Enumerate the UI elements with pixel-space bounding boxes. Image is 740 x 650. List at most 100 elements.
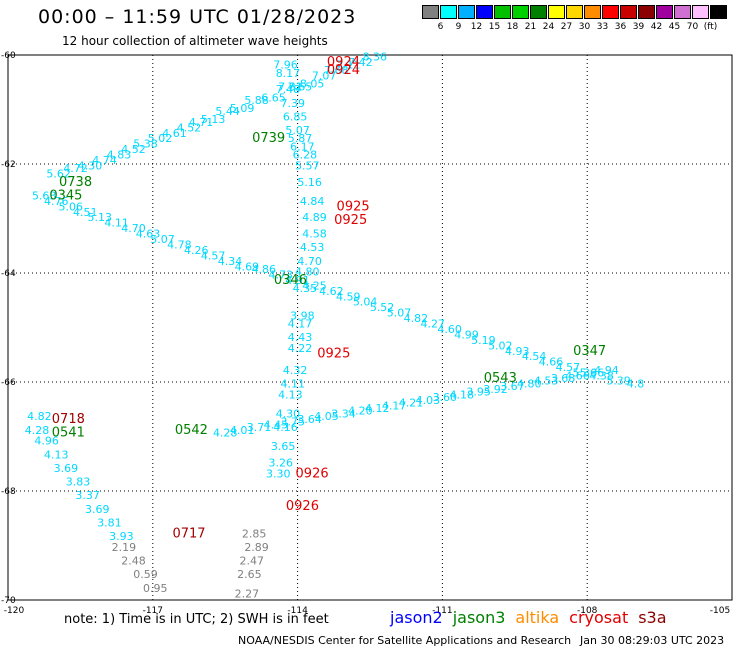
wave-height-label: 8.36	[363, 50, 388, 63]
wave-height-label: 4.45	[264, 418, 289, 431]
wave-height-label: 4.60	[437, 323, 462, 336]
wave-height-label: 5.07	[150, 233, 175, 246]
wave-height-label: 5.44	[215, 105, 240, 118]
wave-height-label: 4.52	[121, 143, 146, 156]
wave-height-label: 4.57	[201, 249, 226, 262]
wave-height-label: 3.26	[268, 456, 293, 469]
chart-subtitle: 12 hour collection of altimeter wave hei…	[62, 34, 328, 48]
pass-time-label: 0717	[172, 526, 205, 541]
wave-height-label: 3.98	[290, 309, 315, 322]
satellite-jason3: jason3	[452, 608, 506, 627]
legend-swatch	[638, 5, 655, 19]
wave-height-label: 3.30	[266, 467, 291, 480]
wave-height-label: 4.53	[300, 241, 325, 254]
wave-height-label: 4.99	[454, 328, 479, 341]
wave-height-label: 5.19	[471, 334, 496, 347]
y-tick-label: -64	[1, 269, 16, 279]
wave-height-label: 7.42	[348, 56, 373, 69]
wave-height-label: 5.62	[46, 168, 71, 181]
wave-height-label: 4.71	[189, 116, 214, 129]
wave-height-label: 3.69	[85, 503, 110, 516]
wave-height-label: 3.69	[54, 462, 79, 475]
wave-height-label: 2.47	[239, 555, 264, 568]
wave-height-label: 4.82	[27, 410, 52, 423]
x-tick-label: -120	[4, 606, 25, 616]
wave-height-label: 3.60	[433, 391, 458, 404]
wave-height-label: 5.09	[230, 102, 255, 115]
pass-time-label: 0924	[327, 55, 360, 70]
wave-height-label: 3.71	[247, 421, 272, 434]
legend-level-label: 12	[470, 22, 483, 32]
x-tick-label: -111	[432, 606, 452, 616]
pass-time-label: 0347	[573, 344, 606, 359]
wave-height-label: 3.83	[66, 476, 91, 489]
wave-height-label: 5.38	[133, 138, 158, 151]
wave-height-label: 8.17	[276, 67, 301, 80]
wave-height-label: 4.76	[44, 195, 69, 208]
wave-height-label: 2.65	[237, 568, 262, 581]
wave-height-label: 5.04	[353, 296, 378, 309]
legend-level-label: 45	[668, 22, 681, 32]
wave-height-label: 3.34	[331, 407, 356, 420]
legend-level-label: 27	[560, 22, 573, 32]
wave-height-label: 4.78	[167, 238, 192, 251]
legend-level-label: 36	[614, 22, 627, 32]
wave-height-label: 4.8	[627, 377, 645, 390]
pass-time-label: 0346	[274, 273, 307, 288]
wave-height-label: 4.22	[288, 342, 313, 355]
legend-level-label: 42	[650, 22, 663, 32]
wave-height-label: 4.59	[336, 290, 361, 303]
wave-height-label: 5.02	[488, 339, 513, 352]
legend-level-label: 33	[596, 22, 609, 32]
wave-height-label: 4.43	[288, 331, 313, 344]
legend-level-label: 70	[686, 22, 699, 32]
wave-height-label: 4.20	[348, 405, 373, 418]
map-frame	[7, 54, 733, 601]
legend-level-label: 30	[578, 22, 591, 32]
wave-height-label: 4.62	[319, 285, 344, 298]
satellite-legend: jason2 jason3 altika cryosat s3a	[390, 608, 677, 627]
x-tick-label: -114	[287, 606, 308, 616]
wave-height-label: 5.52	[370, 301, 395, 314]
wave-height-label: 4.73	[268, 268, 293, 281]
wave-height-label: 3.67	[500, 380, 525, 393]
satellite-s3a: s3a	[638, 608, 667, 627]
wave-height-label: 7.11	[336, 59, 361, 72]
wave-height-label: 5.87	[288, 132, 313, 145]
wave-height-label: 5.06	[58, 200, 83, 213]
wave-height-label: 4.80	[517, 377, 542, 390]
wave-height-label: 4.28	[213, 427, 238, 440]
satellite-cryosat: cryosat	[569, 608, 629, 627]
wave-height-label: 4.17	[382, 399, 407, 412]
wave-height-label: 7.96	[273, 59, 298, 72]
wave-height-label: 4.26	[184, 244, 209, 257]
pass-time-label: 0543	[484, 371, 517, 386]
legend-swatch	[458, 5, 475, 19]
wave-height-label: 5.13	[201, 113, 226, 126]
wave-height-label: 4.34	[218, 255, 243, 268]
wave-height-label: 5.63	[32, 189, 57, 202]
y-tick-label: -62	[1, 160, 16, 170]
legend-swatch	[674, 5, 691, 19]
wave-height-label: 4.13	[278, 388, 303, 401]
pass-time-label: 0718	[52, 412, 85, 427]
legend-level-label: 21	[524, 22, 537, 32]
wave-height-label: 4.27	[420, 318, 445, 331]
wave-height-label: 4.52	[177, 121, 202, 134]
credit-text: NOAA/NESDIS Center for Satellite Applica…	[238, 634, 572, 647]
wave-height-label: 4.25	[302, 279, 327, 292]
wave-height-label: 6.65	[261, 91, 286, 104]
legend-swatch	[656, 5, 673, 19]
wave-height-label: 3.81	[97, 516, 122, 529]
wave-height-label: 8.05	[300, 78, 325, 91]
legend-swatch	[548, 5, 565, 19]
wave-height-label: 4.01	[230, 424, 255, 437]
x-tick-label: -108	[577, 606, 598, 616]
wave-height-label: 4.66	[565, 369, 590, 382]
legend-swatch	[566, 5, 583, 19]
legend-level-label: 18	[506, 22, 519, 32]
legend-level-label: 15	[488, 22, 501, 32]
legend-level-label: 9	[455, 22, 462, 32]
wave-height-label: 4.72	[63, 162, 88, 175]
wave-height-label: 5.07	[285, 124, 310, 137]
